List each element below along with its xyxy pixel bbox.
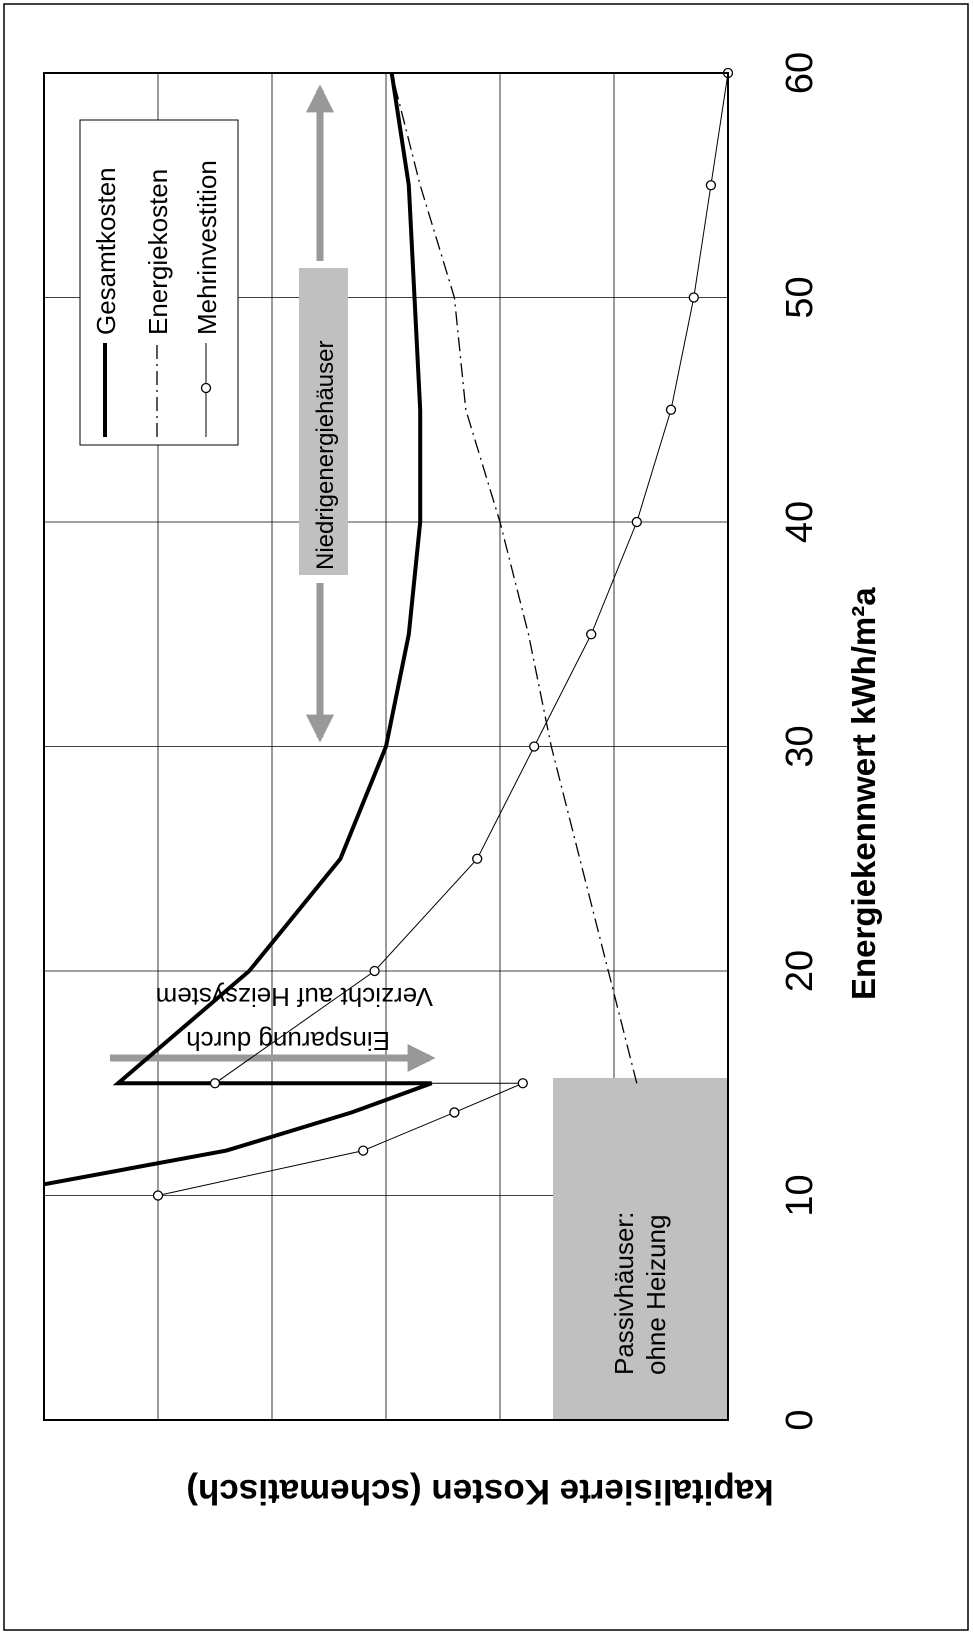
niedrig-label-box bbox=[299, 268, 348, 575]
plot-border bbox=[43, 72, 729, 1421]
legend-marker-mehrinvestition bbox=[200, 382, 212, 394]
series-line-mehrinvestition bbox=[157, 72, 729, 1196]
point-mehrinvestition-1 bbox=[358, 1145, 369, 1156]
point-mehrinvestition-5 bbox=[369, 965, 380, 977]
passiv-region bbox=[553, 1078, 728, 1420]
legend-label-energiekosten: Energiekosten bbox=[143, 169, 173, 335]
point-mehrinvestition-4 bbox=[209, 1078, 221, 1089]
point-mehrinvestition-10 bbox=[665, 404, 677, 415]
series-line-energiekosten bbox=[391, 72, 638, 1084]
point-mehrinvestition-3 bbox=[517, 1078, 528, 1089]
passiv-label-line-1: Passivhäuser: bbox=[609, 1212, 639, 1375]
einsparung-label-line-1: Einsparung durch bbox=[186, 1026, 390, 1056]
legend-label-mehrinvestition: Mehrinvestition bbox=[192, 160, 222, 335]
series-line-gesamtkosten bbox=[43, 72, 433, 1187]
x-tick-label-2: 20 bbox=[779, 950, 821, 992]
point-mehrinvestition-12 bbox=[705, 180, 717, 191]
x-tick-label-0: 0 bbox=[779, 1409, 821, 1430]
x-tick-label-6: 60 bbox=[779, 52, 821, 94]
outer-frame bbox=[3, 3, 969, 1631]
point-mehrinvestition-8 bbox=[586, 629, 597, 640]
x-tick-label-3: 30 bbox=[779, 725, 821, 767]
x-tick-label-5: 50 bbox=[779, 276, 821, 318]
legend: Gesamtkosten Energiekosten Mehrinvestiti… bbox=[79, 119, 239, 446]
point-mehrinvestition-2 bbox=[449, 1107, 460, 1118]
einsparung-label-line-2: Verzicht auf Heizsystem bbox=[156, 982, 433, 1012]
niedrig-label: Niedrigenergiehäuser bbox=[312, 341, 339, 570]
point-mehrinvestition-0 bbox=[152, 1190, 164, 1201]
point-mehrinvestition-9 bbox=[631, 516, 642, 528]
legend-label-gesamtkosten: Gesamtkosten bbox=[91, 167, 121, 335]
x-tick-label-4: 40 bbox=[779, 501, 821, 543]
point-mehrinvestition-7 bbox=[529, 741, 540, 752]
passiv-label-line-2: ohne Heizung bbox=[641, 1215, 671, 1375]
tick-labels: 0 10 20 30 40 50 60 bbox=[779, 52, 821, 1431]
series-group bbox=[43, 67, 734, 1201]
point-mehrinvestition-6 bbox=[472, 853, 483, 864]
y-axis-label: kapitalisierte Kosten (schematisch) bbox=[186, 1472, 773, 1511]
point-mehrinvestition-11 bbox=[688, 292, 699, 303]
x-tick-label-1: 10 bbox=[779, 1174, 821, 1216]
x-axis-label: Energiekennwert kWh/m²a bbox=[845, 587, 882, 1000]
